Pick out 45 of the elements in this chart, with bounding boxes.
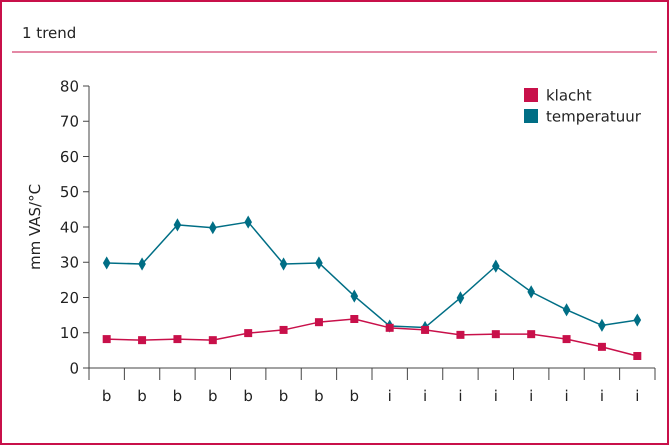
x-tick-label: b [102,387,112,405]
point [208,336,217,344]
point [280,326,288,334]
x-tick-label: i [458,387,463,405]
y-axis-title: mm VAS/°C [26,184,44,270]
chart-title: 1 trend [22,24,76,42]
x-tick-label: b [278,387,288,405]
x-tick-label: i [529,387,534,405]
x-tick-label: b [350,387,360,405]
y-tick-label: 80 [60,77,79,96]
point [173,335,182,344]
point [138,336,146,344]
point [314,318,323,326]
point [244,329,252,338]
y-tick-label: 20 [60,288,79,307]
y-tick-label: 60 [60,148,79,166]
x-tick-label: i [388,387,392,405]
x-tick-label: i [600,387,604,405]
point [350,315,358,324]
point [562,335,571,344]
point [598,342,606,351]
x-tick-label: i [564,387,569,405]
point [527,330,536,338]
y-tick-label: 50 [60,183,79,201]
point [492,330,500,338]
legend-label: temperatuur [546,107,642,126]
x-tick-label: b [243,387,253,405]
point [633,352,642,360]
x-tick-label: b [172,387,182,405]
point [102,335,111,344]
y-tick-label: 10 [60,324,79,342]
point [386,324,394,332]
y-tick-label: 30 [60,254,79,272]
x-tick-label: b [208,387,218,405]
point [421,326,430,334]
legend-label: klacht [546,86,592,104]
x-tick-label: i [635,387,640,405]
y-tick-label: 70 [60,112,79,130]
point [456,330,464,339]
x-tick-label: b [137,387,147,405]
x-tick-label: b [314,387,324,405]
y-tick-label: 40 [60,218,79,236]
x-tick-label: i [422,387,428,405]
x-tick-label: i [494,387,498,405]
y-tick-label: 0 [69,359,79,378]
